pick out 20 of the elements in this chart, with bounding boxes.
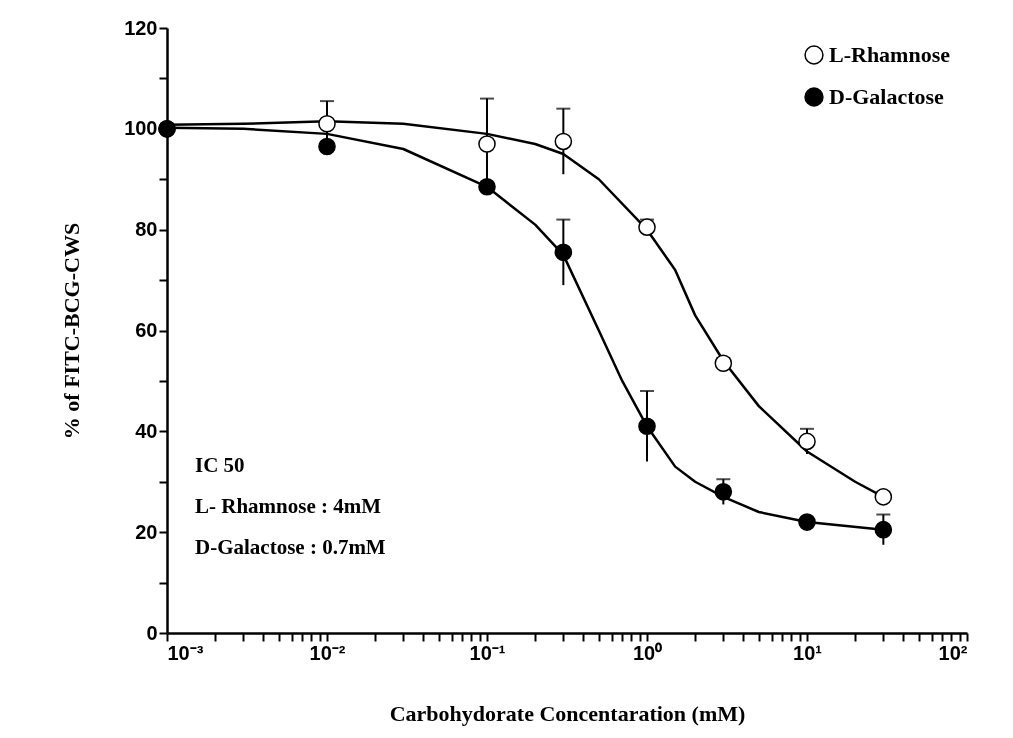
x-axis-title: Carbohydorate Concentaration (mM): [389, 700, 746, 726]
x-tick-label: 10⁻¹: [469, 641, 506, 664]
y-tick-label: 20: [135, 520, 158, 543]
y-tick-label: 60: [135, 319, 158, 341]
annotation: D-Galactose : 0.7mM: [195, 535, 386, 559]
annotation: IC 50: [195, 453, 245, 477]
y-axis-title: % of FITC-BCG-CWS: [59, 222, 85, 440]
y-tick-label: 0: [146, 621, 158, 644]
y-tick-label: 80: [135, 218, 158, 241]
x-tick-label: 10¹: [793, 641, 823, 664]
x-tick-label: 10⁻²: [309, 641, 346, 664]
y-tick-label: 40: [135, 419, 158, 442]
x-tick-label: 10⁰: [632, 641, 663, 664]
y-tick-label: 120: [124, 16, 158, 39]
legend-label: L-Rhamnose: [829, 42, 951, 67]
x-tick-label: 10²: [938, 641, 968, 664]
x-tick-label: 10⁻³: [167, 641, 204, 664]
annotation: L- Rhamnose : 4mM: [195, 494, 382, 518]
legend-label: D-Galactose: [829, 84, 945, 109]
y-tick-label: 100: [124, 117, 158, 140]
